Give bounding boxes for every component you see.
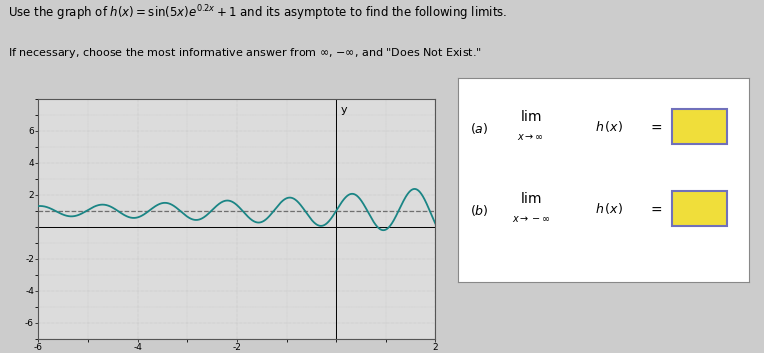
Text: $\lim$: $\lim$ [520,109,542,124]
Text: y: y [340,105,347,115]
Text: $h\,(x)$: $h\,(x)$ [595,119,623,134]
Text: $h\,(x)$: $h\,(x)$ [595,201,623,216]
Text: $(a)$: $(a)$ [470,121,488,136]
Text: $(b)$: $(b)$ [470,203,489,218]
FancyBboxPatch shape [672,191,727,226]
Text: $=$: $=$ [649,202,663,216]
Text: $x \to \infty$: $x \to \infty$ [517,132,545,142]
FancyBboxPatch shape [672,109,727,144]
Text: $=$: $=$ [649,120,663,134]
Text: If necessary, choose the most informative answer from $\infty$, $-\infty$, and ": If necessary, choose the most informativ… [8,46,481,60]
Text: $\lim$: $\lim$ [520,191,542,206]
Text: Use the graph of $h(x) = \sin(5x)e^{0.2x}+1$ and its asymptote to find the follo: Use the graph of $h(x) = \sin(5x)e^{0.2x… [8,4,507,23]
Text: $x \to -\infty$: $x \to -\infty$ [512,214,550,224]
